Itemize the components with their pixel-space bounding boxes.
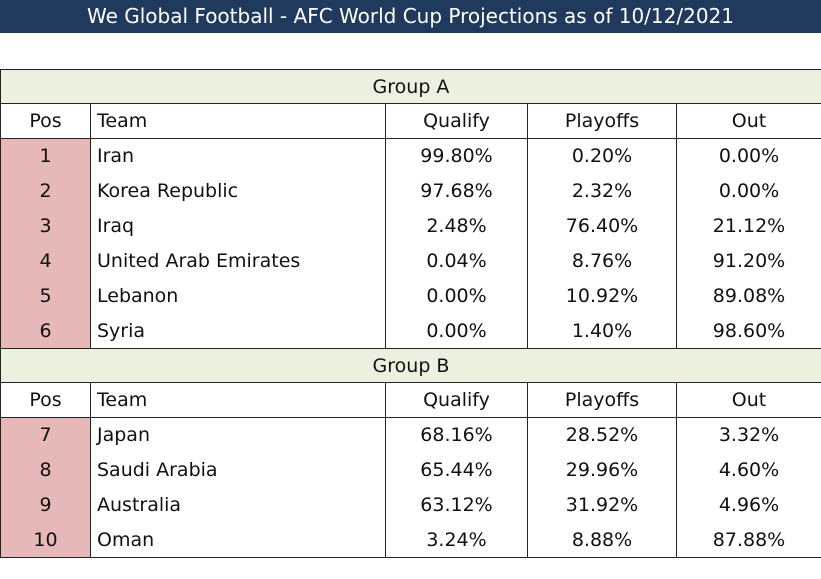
header-out: Out: [676, 382, 821, 418]
header-out: Out: [676, 103, 821, 139]
table-row: 3 Iraq 2.48% 76.40% 21.12%: [0, 208, 821, 244]
group-title: Group A: [0, 69, 821, 104]
out-cell: 91.20%: [676, 243, 821, 279]
table-row: 4 United Arab Emirates 0.04% 8.76% 91.20%: [0, 243, 821, 279]
group-header-row: Group A: [0, 69, 821, 104]
header-playoffs: Playoffs: [527, 103, 677, 139]
qualify-cell: 65.44%: [385, 452, 528, 488]
pos-cell: 8: [0, 452, 91, 488]
out-cell: 87.88%: [676, 522, 821, 558]
team-cell: Australia: [90, 487, 386, 523]
header-pos: Pos: [0, 103, 91, 139]
pos-cell: 9: [0, 487, 91, 523]
qualify-cell: 2.48%: [385, 208, 528, 244]
out-cell: 0.00%: [676, 138, 821, 174]
header-team: Team: [90, 103, 386, 139]
pos-cell: 2: [0, 173, 91, 209]
column-header-row: Pos Team Qualify Playoffs Out: [0, 103, 821, 139]
playoffs-cell: 10.92%: [527, 278, 677, 314]
playoffs-cell: 76.40%: [527, 208, 677, 244]
playoffs-cell: 0.20%: [527, 138, 677, 174]
table-row: 7 Japan 68.16% 28.52% 3.32%: [0, 417, 821, 453]
header-qualify: Qualify: [385, 103, 528, 139]
out-cell: 4.96%: [676, 487, 821, 523]
table-row: 5 Lebanon 0.00% 10.92% 89.08%: [0, 278, 821, 314]
team-cell: Iran: [90, 138, 386, 174]
team-cell: Syria: [90, 313, 386, 349]
playoffs-cell: 8.76%: [527, 243, 677, 279]
table-body: Group A Pos Team Qualify Playoffs Out 1 Iran 99.…: [0, 69, 821, 558]
pos-cell: 6: [0, 313, 91, 349]
team-cell: Korea Republic: [90, 173, 386, 209]
header-playoffs: Playoffs: [527, 382, 677, 418]
out-cell: 4.60%: [676, 452, 821, 488]
playoffs-cell: 8.88%: [527, 522, 677, 558]
out-cell: 98.60%: [676, 313, 821, 349]
team-cell: Saudi Arabia: [90, 452, 386, 488]
qualify-cell: 0.04%: [385, 243, 528, 279]
playoffs-cell: 29.96%: [527, 452, 677, 488]
table-row: 1 Iran 99.80% 0.20% 0.00%: [0, 138, 821, 174]
team-cell: Oman: [90, 522, 386, 558]
group-header-row: Group B: [0, 348, 821, 383]
team-cell: Japan: [90, 417, 386, 453]
header-qualify: Qualify: [385, 382, 528, 418]
qualify-cell: 97.68%: [385, 173, 528, 209]
header-team: Team: [90, 382, 386, 418]
projections-table: Group A Pos Team Qualify Playoffs Out 1 Iran 99.…: [0, 69, 821, 558]
playoffs-cell: 1.40%: [527, 313, 677, 349]
qualify-cell: 0.00%: [385, 313, 528, 349]
pos-cell: 3: [0, 208, 91, 244]
team-cell: Iraq: [90, 208, 386, 244]
playoffs-cell: 28.52%: [527, 417, 677, 453]
qualify-cell: 63.12%: [385, 487, 528, 523]
qualify-cell: 3.24%: [385, 522, 528, 558]
out-cell: 21.12%: [676, 208, 821, 244]
pos-cell: 10: [0, 522, 91, 558]
out-cell: 0.00%: [676, 173, 821, 209]
pos-cell: 4: [0, 243, 91, 279]
group-title: Group B: [0, 348, 821, 383]
table-row: 9 Australia 63.12% 31.92% 4.96%: [0, 487, 821, 523]
pos-cell: 5: [0, 278, 91, 314]
table-row: 8 Saudi Arabia 65.44% 29.96% 4.60%: [0, 452, 821, 488]
qualify-cell: 99.80%: [385, 138, 528, 174]
playoffs-cell: 2.32%: [527, 173, 677, 209]
pos-cell: 1: [0, 138, 91, 174]
team-cell: Lebanon: [90, 278, 386, 314]
out-cell: 3.32%: [676, 417, 821, 453]
header-pos: Pos: [0, 382, 91, 418]
qualify-cell: 68.16%: [385, 417, 528, 453]
playoffs-cell: 31.92%: [527, 487, 677, 523]
table-row: 2 Korea Republic 97.68% 2.32% 0.00%: [0, 173, 821, 209]
pos-cell: 7: [0, 417, 91, 453]
spacer: [0, 33, 821, 69]
page-title: We Global Football - AFC World Cup Proje…: [0, 0, 821, 33]
team-cell: United Arab Emirates: [90, 243, 386, 279]
qualify-cell: 0.00%: [385, 278, 528, 314]
out-cell: 89.08%: [676, 278, 821, 314]
column-header-row: Pos Team Qualify Playoffs Out: [0, 382, 821, 418]
table-row: 6 Syria 0.00% 1.40% 98.60%: [0, 313, 821, 349]
table-row: 10 Oman 3.24% 8.88% 87.88%: [0, 522, 821, 558]
